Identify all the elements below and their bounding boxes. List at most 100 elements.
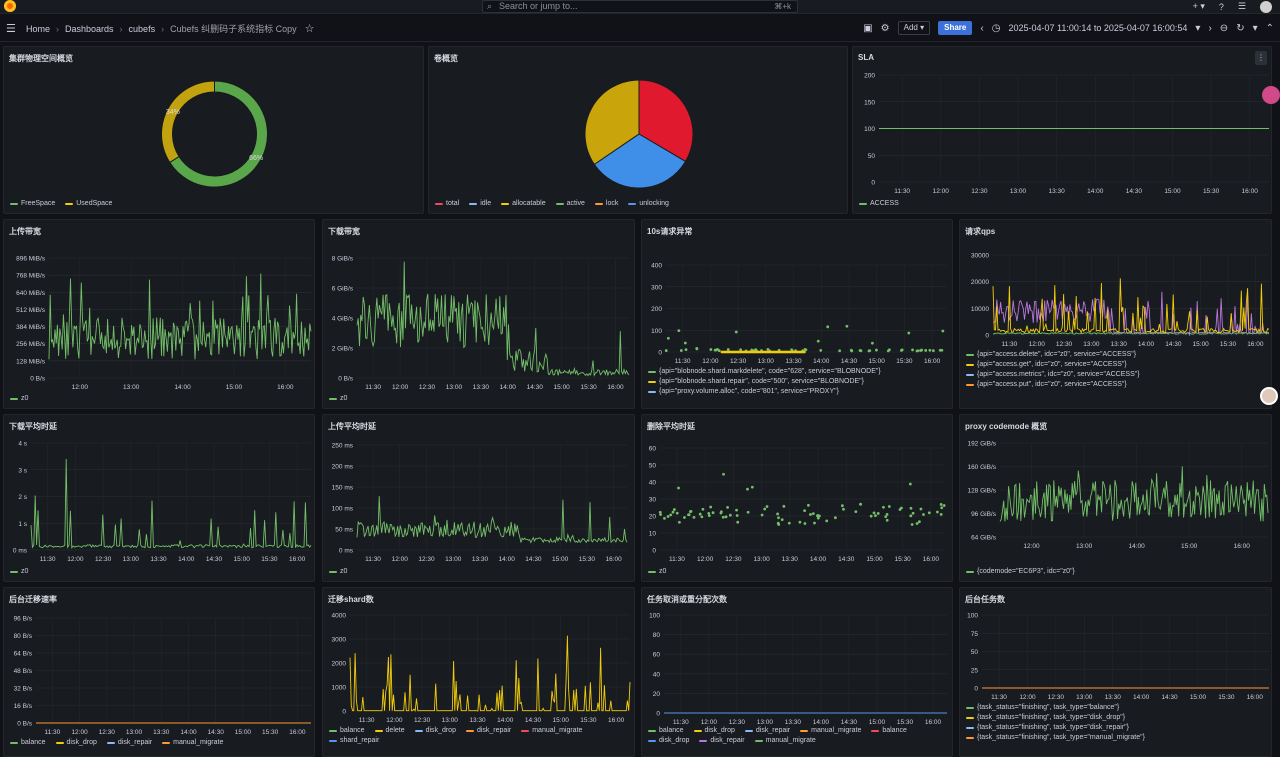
legend-item[interactable]: z0 [648,568,666,575]
legend-item[interactable]: {codemode="EC6P3", idc="z0"} [966,568,1075,575]
series-point [709,348,713,351]
legend-item[interactable]: manual_migrate [521,727,582,734]
series-point [887,505,891,508]
legend-item[interactable]: unlocking [628,200,669,207]
legend-item[interactable]: disk_drop [648,737,689,744]
add-button[interactable]: Add ▾ [897,21,931,35]
help-icon[interactable]: ? [1218,1,1224,12]
save-icon[interactable]: ▣ [863,22,873,34]
legend-item[interactable]: manual_migrate [162,739,223,746]
legend-item[interactable]: disk_repair [744,727,790,734]
legend-item[interactable]: {task_status="finishing", task_type="man… [966,734,1267,741]
legend-item[interactable]: balance [648,727,684,734]
legend-item[interactable]: {task_status="finishing", task_type="bal… [966,704,1267,711]
legend-item[interactable]: manual_migrate [800,727,861,734]
legend-item[interactable]: {task_status="finishing", task_type="dis… [966,714,1267,721]
legend-item[interactable]: balance [329,727,365,734]
pie-slice-usedspace[interactable] [161,80,215,164]
collapse-icon[interactable]: ⌃ [1265,22,1274,34]
y-tick-label: 200 [651,306,662,313]
time-forward-icon[interactable]: › [1208,22,1212,34]
plus-icon[interactable]: + ▾ [1192,1,1205,11]
pie-slice-allocatable[interactable] [584,79,640,166]
panel-bg-tasks[interactable]: 后台任务数 100 75 50 25 0 11:30 12:00 12:30 13:00 13:30… [959,587,1272,757]
legend-item[interactable]: disk_drop [55,739,97,746]
legend-item[interactable]: shard_repair [329,737,379,744]
pie-slice-total[interactable] [638,79,694,163]
time-range-picker[interactable]: 2025-04-07 11:00:14 to 2025-04-07 16:00:… [1008,23,1188,33]
grafana-logo-icon[interactable] [4,0,16,12]
panel-menu-icon[interactable]: ⋮ [1255,51,1267,65]
panel-download-bw[interactable]: 下载带宽 8 GiB/s 6 GiB/s 4 GiB/s 2 GiB/s 0 B/s 11:… [322,219,635,409]
side-widget-icon[interactable] [1262,86,1280,104]
panel-task-cancel[interactable]: 任务取消或重分配次数 100 80 60 40 20 0 11:30 12:00 12:30 13:… [641,587,953,757]
legend-item[interactable]: allocatable [501,200,546,207]
user-avatar[interactable] [1260,0,1272,13]
legend-item[interactable]: {task_status="finishing", task_type="dis… [966,724,1267,731]
y-tick-label: 768 MiB/s [16,273,46,280]
legend-item[interactable]: total [435,200,459,207]
legend-item[interactable]: z0 [10,568,28,575]
side-avatar-icon[interactable] [1260,387,1278,405]
legend-item[interactable]: idle [469,200,491,207]
x-tick-label: 13:00 [758,358,775,365]
refresh-interval-icon[interactable]: ▾ [1252,22,1258,34]
legend-item[interactable]: balance [10,739,46,746]
search-input[interactable]: ⌕ Search or jump to... ⌘+k [482,0,798,13]
legend-item[interactable]: disk_repair [699,737,745,744]
breadcrumb-dashboards[interactable]: Dashboards [65,23,114,34]
panel-migrate-shards[interactable]: 迁移shard数 4000 3000 2000 1000 0 11:30 12:00 12:30… [322,587,635,757]
breadcrumb-folder[interactable]: cubefs [128,23,156,34]
panel-volume[interactable]: 卷概览 total idle allocatable active lock unlocki… [428,46,848,214]
legend-swatch [594,202,603,205]
series-line [349,635,631,712]
chevron-down-icon[interactable]: ▾ [1195,22,1201,34]
legend-item[interactable]: disk_repair [465,727,511,734]
legend-item[interactable]: lock [594,200,618,207]
legend-item[interactable]: z0 [329,395,347,402]
pie-slice-unlocking[interactable] [593,133,687,189]
legend-item[interactable]: FreeSpace [10,200,55,207]
legend-item[interactable]: {api="access.put", idc="z0", service="AC… [966,381,1267,388]
panel-proxy-codemode[interactable]: proxy codemode 概览 192 GiB/s 160 GiB/s 128 G… [959,414,1272,582]
legend-item[interactable]: z0 [10,395,28,402]
x-tick-label: 13:00 [753,556,770,563]
menu-icon[interactable]: ☰ [6,23,16,35]
legend-item[interactable]: disk_drop [414,727,456,734]
legend-item[interactable]: delete [374,727,405,734]
time-back-icon[interactable]: ‹ [980,22,984,34]
y-tick-label: 50 [649,463,657,470]
share-button[interactable]: Share [938,21,973,35]
panel-download-latency[interactable]: 下载平均时延 4 s 3 s 2 s 1 s 0 ms 11:30 12:00 12:30 13:… [3,414,315,582]
legend-item[interactable]: disk_repair [106,739,152,746]
panel-migrate-rate[interactable]: 后台迁移速率 96 B/s 80 B/s 64 B/s 48 B/s 32 B/s 16 B… [3,587,315,757]
legend-item[interactable]: {api="access.delete", idc="z0", service=… [966,351,1267,358]
zoom-out-icon[interactable]: ⊖ [1219,22,1229,34]
legend-item[interactable]: balance [871,727,907,734]
legend-item[interactable]: {api="access.get", idc="z0", service="AC… [966,361,1267,368]
legend-item[interactable]: disk_drop [693,727,735,734]
panel-req-qps[interactable]: 请求qps 30000 20000 10000 0 11:30 12:00 12:30 13:0… [959,219,1272,409]
panel-cluster-space[interactable]: 集群物理空间概览 66% 34% FreeSpace UsedSpace [3,46,424,214]
panel-sla[interactable]: SLA ⋮ 200 150 100 50 0 11:30 12:00 12:30 13:00 13:3… [852,46,1272,214]
panel-delete-latency[interactable]: 删除平均时延 60 50 40 30 20 10 0 11:30 12:00 12:30 13:00 1… [641,414,953,582]
legend-item[interactable]: {api="proxy.volume.alloc", code="801", s… [648,388,948,395]
panel-upload-latency[interactable]: 上传平均时延 250 ms 200 ms 150 ms 100 ms 50 ms 0 ms 1… [322,414,635,582]
refresh-icon[interactable]: ↻ [1236,22,1245,34]
y-tick-label: 10000 [971,306,989,313]
legend-item[interactable]: {api="blobnode.shard.repair", code="500"… [648,378,948,385]
legend-item[interactable]: UsedSpace [65,200,112,207]
star-icon[interactable]: ☆ [304,23,315,35]
legend-item[interactable]: {api="access.metrics", idc="z0", service… [966,371,1267,378]
legend-item[interactable]: manual_migrate [754,737,816,744]
breadcrumb-home[interactable]: Home [26,23,51,34]
legend-item[interactable]: z0 [329,568,347,575]
panel-req-errors[interactable]: 10s请求异常 400 300 200 100 0 11:30 12:00 12:30 13:00… [641,219,953,409]
y-tick-label: 100 [864,126,875,133]
panel-upload-bw[interactable]: 上传带宽 896 MiB/s 768 MiB/s 640 MiB/s 512 MiB/s… [3,219,315,409]
settings-icon[interactable]: ⚙ [880,22,890,34]
legend-item[interactable]: ACCESS [859,200,899,207]
legend-item[interactable]: active [555,200,585,207]
rss-icon[interactable]: ☰ [1237,1,1246,11]
legend-item[interactable]: {api="blobnode.shard.markdelete", code="… [648,368,948,375]
